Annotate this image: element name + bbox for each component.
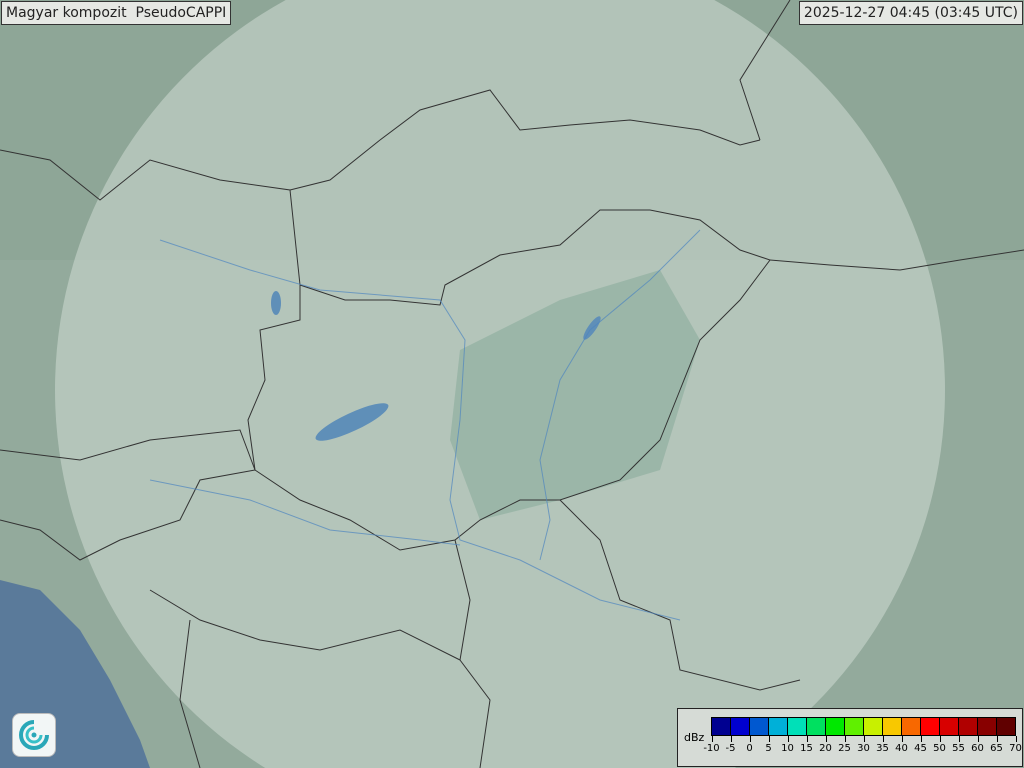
legend-tick-label: 20 <box>819 743 832 754</box>
legend-tick-mark <box>939 736 941 742</box>
austria-border <box>0 429 256 471</box>
legend-tick-label: 30 <box>857 743 870 754</box>
legend-tick-mark <box>996 736 998 742</box>
drava-river <box>149 479 461 546</box>
legend-color-cell <box>883 718 902 735</box>
legend-tick-mark <box>806 736 808 742</box>
swirl-logo-icon <box>19 720 49 750</box>
legend-tick-mark <box>920 736 922 742</box>
north-border <box>0 149 301 286</box>
legend-color-cell <box>750 718 769 735</box>
legend-tick-mark <box>977 736 979 742</box>
legend-tick-label: -10 <box>703 743 720 754</box>
lake-neusiedl <box>271 291 281 315</box>
legend-tick-label: 35 <box>876 743 889 754</box>
legend-tick-label: 10 <box>781 743 794 754</box>
legend-color-cell <box>978 718 997 735</box>
legend-tick-label: 15 <box>800 743 813 754</box>
romania-serbia-border <box>559 499 801 691</box>
legend-tick-label: 25 <box>838 743 851 754</box>
slovakia-border <box>289 89 761 191</box>
legend-tick-mark <box>825 736 827 742</box>
bosnia-border <box>149 589 461 768</box>
lake-balaton <box>315 403 389 441</box>
legend-color-cell <box>902 718 921 735</box>
hungary-border <box>247 209 771 551</box>
legend-tick-mark <box>711 736 713 742</box>
legend-tick-mark <box>863 736 865 742</box>
ukraine-border <box>739 0 1024 271</box>
legend-color-cell <box>712 718 731 735</box>
great-plain <box>450 270 700 520</box>
legend-tick-label: 65 <box>990 743 1003 754</box>
legend-tick-mark <box>730 736 732 742</box>
legend-tick-label: -5 <box>725 743 736 754</box>
danube-river <box>159 239 681 621</box>
legend-tick-mark <box>768 736 770 742</box>
legend-color-cell <box>997 718 1015 735</box>
legend-color-bar <box>711 717 1016 736</box>
legend-tick-mark <box>1015 736 1017 742</box>
legend-tick-mark <box>844 736 846 742</box>
legend-tick-mark <box>958 736 960 742</box>
dbz-color-legend: dBz -10 -5 0 5 10 15 20 25 30 35 40 45 50 55 60 65 70 <box>677 708 1023 767</box>
legend-tick-label: 50 <box>933 743 946 754</box>
legend-color-cell <box>864 718 883 735</box>
legend-tick-label: 60 <box>971 743 984 754</box>
legend-tick-mark <box>901 736 903 742</box>
legend-unit: dBz <box>684 731 705 744</box>
legend-color-cell <box>940 718 959 735</box>
legend-tick-mark <box>787 736 789 742</box>
legend-color-cell <box>788 718 807 735</box>
legend-tick-label: 0 <box>746 743 753 754</box>
legend-tick-mark <box>749 736 751 742</box>
legend-color-cell <box>959 718 978 735</box>
north-lowland <box>0 0 1024 260</box>
tisza-river <box>539 229 701 561</box>
weather-service-logo <box>12 713 56 757</box>
legend-color-cell <box>769 718 788 735</box>
legend-ticks: -10 -5 0 5 10 15 20 25 30 35 40 45 50 55 60 65 70 <box>703 736 1022 764</box>
legend-color-cell <box>731 718 750 735</box>
legend-color-cell <box>845 718 864 735</box>
legend-tick-mark <box>882 736 884 742</box>
legend-color-cell <box>826 718 845 735</box>
product-title: Magyar kompozit PseudoCAPPI <box>1 1 232 25</box>
legend-tick-label: 5 <box>765 743 772 754</box>
legend-tick-label: 40 <box>895 743 908 754</box>
rivers <box>149 229 701 621</box>
timestamp-label: 2025-12-27 04:45 (03:45 UTC) <box>798 1 1023 25</box>
legend-tick-label: 45 <box>914 743 927 754</box>
legend-color-cell <box>921 718 940 735</box>
legend-tick-label: 70 <box>1009 743 1022 754</box>
legend-tick-label: 55 <box>952 743 965 754</box>
legend-color-cell <box>807 718 826 735</box>
